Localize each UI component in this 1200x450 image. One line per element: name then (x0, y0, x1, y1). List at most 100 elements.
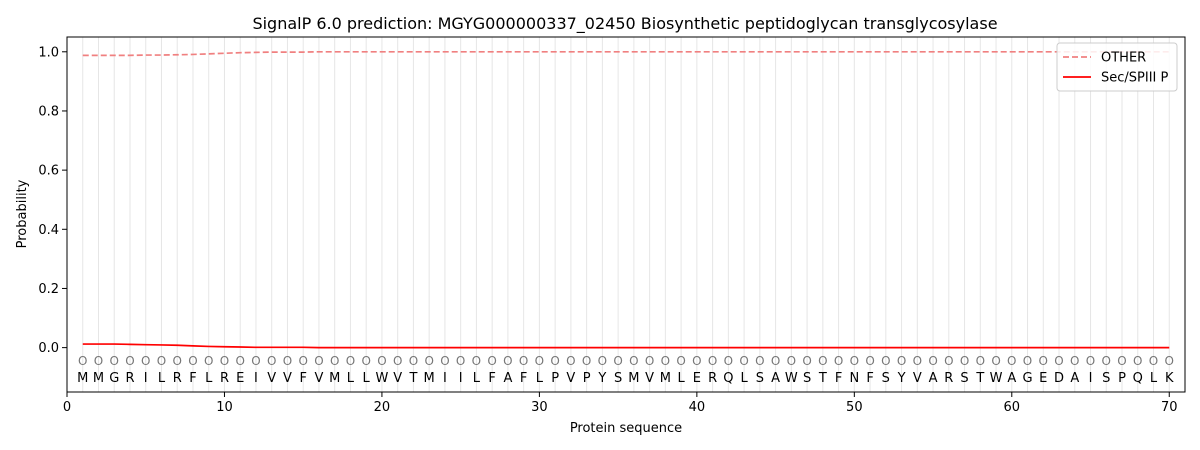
residue-label: L (1150, 371, 1158, 386)
x-tick-label: 60 (1004, 400, 1021, 415)
residue-label: R (125, 371, 134, 386)
residue-label: R (708, 371, 717, 386)
residue-label: F (488, 371, 495, 386)
residue-label: L (473, 371, 481, 386)
region-label: O (472, 354, 481, 368)
region-label: O (1165, 354, 1174, 368)
residue-label: F (189, 371, 196, 386)
series-line (82, 50, 1170, 57)
region-label: O (298, 354, 307, 368)
region-label: O (361, 354, 370, 368)
residue-label: S (803, 371, 811, 386)
region-label: O (802, 354, 811, 368)
region-label: O (110, 354, 119, 368)
x-tick-label: 20 (374, 400, 391, 415)
y-tick-label: 1.0 (38, 45, 59, 60)
region-label: O (519, 354, 528, 368)
y-axis-label: Probability (15, 179, 30, 248)
residue-label: Q (1133, 371, 1143, 386)
region-label: O (976, 354, 985, 368)
residue-label: A (1007, 371, 1016, 386)
residue-label: F (835, 371, 842, 386)
region-label: O (78, 354, 87, 368)
region-label: O (409, 354, 418, 368)
residue-label: M (628, 371, 639, 386)
region-label: O (1054, 354, 1063, 368)
region-label: O (928, 354, 937, 368)
region-label: O (613, 354, 622, 368)
region-label: O (1086, 354, 1095, 368)
region-label: O (598, 354, 607, 368)
residue-label: I (1089, 371, 1093, 386)
residue-label: I (254, 371, 258, 386)
residue-label: A (771, 371, 780, 386)
residue-label: E (236, 371, 244, 386)
residue-label: M (93, 371, 104, 386)
residue-label: M (660, 371, 671, 386)
residue-label: L (347, 371, 355, 386)
x-tick-label: 40 (689, 400, 706, 415)
region-label: O (913, 354, 922, 368)
residue-label: V (645, 371, 654, 386)
region-label: O (645, 354, 654, 368)
residue-label: Y (897, 371, 906, 386)
region-label: O (897, 354, 906, 368)
residue-label: M (329, 371, 340, 386)
residue-label: V (283, 371, 292, 386)
region-label: O (251, 354, 260, 368)
region-label: O (314, 354, 323, 368)
region-label: O (220, 354, 229, 368)
legend-label: OTHER (1101, 51, 1146, 66)
region-label: O (346, 354, 355, 368)
residue-label: L (205, 371, 213, 386)
residue-label: L (158, 371, 166, 386)
residue-label: I (459, 371, 463, 386)
region-label: O (566, 354, 575, 368)
region-label: O (1039, 354, 1048, 368)
residue-label: Y (597, 371, 606, 386)
region-label: O (771, 354, 780, 368)
region-label: O (739, 354, 748, 368)
x-axis-label: Protein sequence (570, 421, 682, 436)
residue-label: I (443, 371, 447, 386)
x-tick-label: 70 (1161, 400, 1178, 415)
residue-label: F (520, 371, 527, 386)
residue-label: R (944, 371, 953, 386)
residue-label: P (583, 371, 591, 386)
residue-label: P (551, 371, 559, 386)
residue-label: M (77, 371, 88, 386)
region-label: O (125, 354, 134, 368)
region-label: O (1070, 354, 1079, 368)
residue-label: W (375, 371, 388, 386)
region-label: O (172, 354, 181, 368)
region-label: O (503, 354, 512, 368)
region-label: O (1023, 354, 1032, 368)
x-tick-label: 0 (63, 400, 71, 415)
region-label: O (456, 354, 465, 368)
residue-label: D (1054, 371, 1064, 386)
residue-label: R (220, 371, 229, 386)
region-label: O (676, 354, 685, 368)
region-label: O (283, 354, 292, 368)
region-label: O (377, 354, 386, 368)
region-label: O (692, 354, 701, 368)
residue-label: G (1022, 371, 1032, 386)
residue-label: A (929, 371, 938, 386)
plot-frame (66, 36, 1186, 393)
y-tick-label: 0.0 (38, 341, 59, 356)
region-label: O (755, 354, 764, 368)
region-label: O (582, 354, 591, 368)
region-label: O (393, 354, 402, 368)
residue-label: E (1039, 371, 1047, 386)
y-axis-ticks: 0.0 0.2 0.4 0.6 0.8 1.0 (38, 45, 67, 356)
region-label: O (424, 354, 433, 368)
residue-label: L (740, 371, 748, 386)
residue-label: K (1165, 371, 1174, 386)
residue-label: S (960, 371, 968, 386)
region-label: O (535, 354, 544, 368)
region-label: O (724, 354, 733, 368)
residue-label: L (363, 371, 371, 386)
region-label: O (787, 354, 796, 368)
region-label: O (330, 354, 339, 368)
y-tick-label: 0.6 (38, 164, 59, 179)
